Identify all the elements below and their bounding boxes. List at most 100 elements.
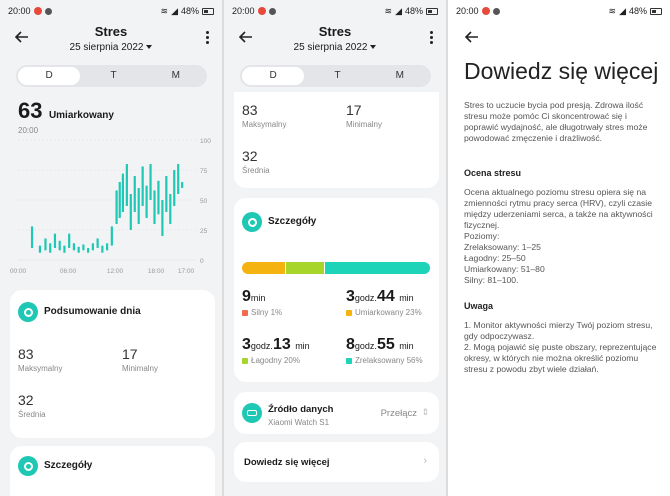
stress-bar [173, 170, 176, 206]
battery-percent: 48% [628, 6, 647, 16]
more-menu-icon[interactable] [430, 31, 434, 46]
stress-bar [133, 176, 136, 212]
wifi-icon: ≋ [384, 5, 393, 16]
learn-more-label: Dowiedz się więcej [244, 457, 330, 468]
chevron-right-icon: › [423, 455, 427, 467]
date-label: 25 sierpnia 2022 [69, 42, 144, 53]
stress-bar [53, 233, 57, 248]
max-label: Maksymalny [242, 120, 287, 129]
stress-bar [58, 240, 61, 251]
stress-bar [161, 200, 164, 236]
stress-bar [49, 243, 52, 253]
stress-segment [323, 262, 430, 274]
min-value: 17 [122, 346, 138, 362]
section-note-title: Uwaga [464, 301, 494, 311]
wifi-icon: ≋ [160, 5, 169, 16]
details-icon [242, 212, 262, 232]
x-tick-label: 06:00 [60, 268, 77, 275]
details-title: Szczegóły [268, 216, 317, 227]
app-bar: Stres 25 sierpnia 2022 [224, 22, 446, 58]
stress-bar [38, 245, 42, 253]
page-title: Stres [318, 24, 352, 39]
current-stress-time: 20:00 [18, 126, 39, 135]
y-tick-label: 100 [200, 138, 211, 145]
avg-label: Średnia [18, 410, 46, 419]
tab-month[interactable]: M [395, 70, 404, 81]
section-stress-assessment-title: Ocena stresu [464, 168, 522, 178]
stress-bar [96, 238, 99, 248]
min-value: 17 [346, 102, 362, 118]
stress-bar [125, 164, 128, 206]
stress-bar [91, 243, 94, 251]
learn-more-card[interactable]: Dowiedz się więcej › [234, 442, 439, 482]
max-value: 83 [18, 346, 34, 362]
period-tabs: D T M [240, 65, 431, 87]
stress-bar [118, 182, 121, 218]
details-card: Szczegóły 9min Silny 1% 3godz.44 min Umi… [234, 198, 439, 382]
details-icon [18, 456, 38, 476]
severe-legend-swatch [242, 309, 248, 316]
chevron-down-icon [146, 45, 153, 50]
mild-legend-swatch [242, 357, 248, 364]
stress-bar [115, 190, 118, 224]
more-menu-icon[interactable] [206, 31, 210, 46]
signal-icon: ◢ [395, 5, 402, 16]
mild-stat: 3godz.13 min Łagodny 20% [242, 336, 310, 365]
date-selector[interactable]: 25 sierpnia 2022 [224, 42, 446, 53]
data-source-card[interactable]: Źródło danych Xiaomi Watch S1 Przełącz ⇕ [234, 392, 439, 434]
tab-week[interactable]: T [334, 70, 341, 81]
notification-icon [33, 7, 42, 15]
stress-details-screen: 20:00 ≋ ◢ 48% Stres 25 sierpnia 2022 D T M… [224, 0, 446, 496]
source-title: Źródło danych [268, 404, 334, 415]
status-bar: 20:00 ≋ ◢ 48% [0, 0, 222, 22]
relaxed-legend-swatch [346, 357, 352, 364]
status-bar: 20:00 ≋ ◢ 48% [224, 0, 446, 22]
back-arrow-icon[interactable] [238, 29, 254, 45]
tab-month[interactable]: M [171, 70, 180, 81]
wifi-icon: ≋ [608, 5, 617, 16]
back-arrow-icon[interactable] [464, 29, 480, 45]
current-stress-level: Umiarkowany [48, 110, 114, 121]
page-title: Dowiedz się więcej [464, 58, 659, 84]
stress-bar [82, 244, 85, 251]
max-value: 83 [242, 102, 258, 118]
app-bar: Stres 25 sierpnia 2022 [0, 22, 222, 58]
stress-day-screen: 20:00 ≋ ◢ 48% Stres 25 sierpnia 2022 D T M… [0, 0, 222, 496]
details-title: Szczegóły [44, 460, 93, 471]
notification-icon [492, 7, 500, 15]
relaxed-stat: 8godz.55 min Zrelaksowany 56% [346, 336, 423, 365]
source-device: Xiaomi Watch S1 [268, 418, 330, 427]
date-selector[interactable]: 25 sierpnia 2022 [0, 42, 222, 53]
intro-text: Stres to uczucie bycia pod presją. Zdrow… [464, 100, 648, 143]
tab-week[interactable]: T [110, 70, 117, 81]
stress-bar [77, 246, 80, 253]
stress-bar [87, 248, 90, 253]
stress-bar [44, 238, 47, 251]
stress-bar [177, 164, 180, 194]
battery-icon [426, 7, 438, 15]
battery-percent: 48% [404, 6, 423, 16]
tab-day[interactable]: D [242, 67, 305, 85]
x-tick-label: 17:00 [178, 268, 195, 275]
signal-icon: ◢ [619, 5, 626, 16]
x-tick-label: 12:00 [107, 268, 124, 275]
source-switch-label[interactable]: Przełącz [380, 408, 417, 419]
status-time: 20:00 [232, 6, 255, 16]
section-stress-assessment-text: Ocena aktualnego poziomu stresu opiera s… [464, 187, 653, 285]
period-tabs: D T M [16, 65, 207, 87]
stress-bar [129, 194, 132, 230]
back-arrow-icon[interactable] [14, 29, 30, 45]
avg-label: Średnia [242, 166, 270, 175]
y-tick-label: 50 [200, 198, 208, 205]
status-time: 20:00 [456, 6, 479, 16]
stress-bar [68, 233, 71, 248]
notification-icon [44, 7, 52, 15]
day-summary-card: 83 Maksymalny 17 Minimalny 32 Średnia [234, 92, 439, 188]
details-card[interactable]: Szczegóły [10, 446, 215, 496]
battery-percent: 48% [180, 6, 199, 16]
tab-day[interactable]: D [18, 67, 81, 85]
stress-distribution-bar [242, 262, 430, 274]
stress-bar [153, 190, 156, 224]
swap-icon: ⇕ [421, 407, 429, 417]
stress-bar [106, 243, 109, 251]
